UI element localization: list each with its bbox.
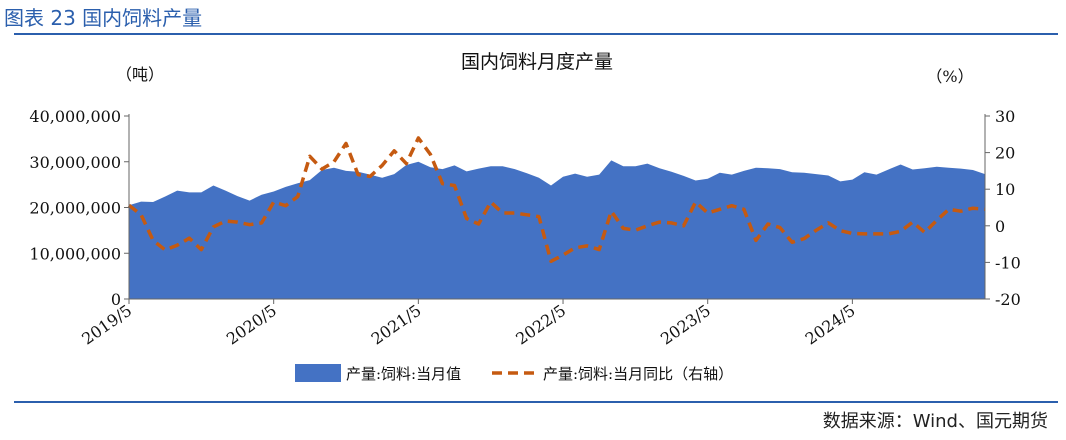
bottom-divider [14,401,1058,403]
right-tick-label: 0 [995,217,1005,236]
series-line-feed-yoy [127,136,986,264]
x-tick-label: 2021/5 [368,301,425,349]
x-tick-label: 2023/5 [657,301,714,349]
left-tick-label: 10,000,000 [29,244,121,263]
x-axis-ticks: 2019/5 2020/5 2021/5 2022/5 2023/5 2024/5 [78,299,859,349]
legend-label-line: 产量:饲料:当月同比（右轴） [543,365,733,383]
x-tick-label: 2024/5 [802,301,859,349]
title-divider [14,33,1058,35]
figure-title: 图表 23 国内饲料产量 [4,6,203,30]
x-tick-label: 2019/5 [78,301,135,349]
left-axis-unit: （吨） [116,65,164,84]
chart-title: 国内饲料月度产量 [461,51,613,73]
right-tick-label: 10 [995,180,1015,199]
right-tick-label: -20 [995,290,1021,309]
legend-swatch-area [295,364,341,382]
x-tick-label: 2022/5 [512,301,569,349]
left-tick-label: 40,000,000 [29,107,121,126]
plot-area [127,114,986,300]
x-tick-label: 2020/5 [223,301,280,349]
right-tick-label: 30 [995,107,1015,126]
right-axis-unit: （%） [926,67,973,86]
left-tick-label: 0 [111,290,121,309]
left-tick-label: 30,000,000 [29,153,121,172]
feed-production-chart: 国内饲料月度产量 （吨） （%） 0 10,000,000 20,000,000 30… [29,51,1021,383]
right-tick-label: -10 [995,253,1021,272]
series-area-feed-output [129,160,985,299]
legend-label-area: 产量:饲料:当月值 [346,365,461,383]
right-axis-ticks: -20 -10 0 10 20 30 [985,107,1021,309]
source-note: 数据来源：Wind、国元期货 [822,411,1048,432]
left-tick-label: 20,000,000 [29,199,121,218]
chart-legend: 产量:饲料:当月值 产量:饲料:当月同比（右轴） [295,364,733,383]
left-axis-ticks: 0 10,000,000 20,000,000 30,000,000 40,000,00… [29,107,129,309]
right-tick-label: 20 [995,144,1015,163]
